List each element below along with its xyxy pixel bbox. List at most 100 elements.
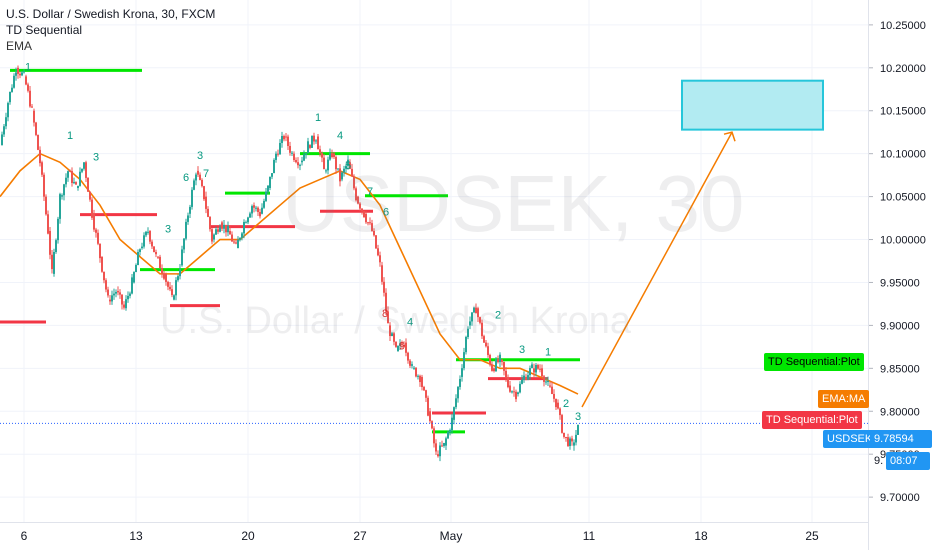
- candle-body: [293, 153, 295, 161]
- candle-body: [103, 271, 105, 281]
- candle-body: [163, 273, 165, 279]
- candle-body: [47, 214, 49, 234]
- candle-body: [361, 208, 363, 212]
- candle-body: [545, 381, 547, 383]
- td-count-label: 7: [367, 186, 373, 198]
- td-count-label: 5: [345, 160, 351, 172]
- candle-body: [217, 229, 219, 232]
- candle-body: [333, 153, 335, 158]
- candle-body: [367, 222, 369, 224]
- candle-body: [445, 438, 447, 446]
- candle-body: [387, 311, 389, 324]
- candle-body: [13, 75, 15, 88]
- candle-body: [5, 117, 7, 127]
- candle-body: [125, 299, 127, 309]
- x-tick-label: May: [440, 529, 463, 543]
- projection-target-box: [681, 79, 824, 131]
- y-tick-label: 9.85000: [880, 363, 920, 375]
- candle-body: [215, 229, 217, 235]
- y-tick-label: 9.95000: [880, 277, 920, 289]
- price-axis[interactable]: [868, 0, 932, 550]
- candle-body: [433, 428, 435, 444]
- candle-body: [439, 445, 441, 457]
- candle-body: [337, 168, 339, 170]
- candle-body: [27, 84, 29, 91]
- candle-body: [205, 196, 207, 209]
- candle-body: [469, 321, 471, 326]
- candle-body: [209, 216, 211, 230]
- candle-body: [411, 364, 413, 366]
- legend-title[interactable]: U.S. Dollar / Swedish Krona, 30, FXCM: [6, 7, 216, 21]
- candle-body: [261, 207, 263, 214]
- candle-body: [255, 207, 257, 209]
- candle-body: [271, 173, 273, 177]
- candle-body: [369, 222, 371, 224]
- candle-body: [15, 72, 17, 76]
- td-count-label: 1: [67, 130, 73, 142]
- chart-legend[interactable]: U.S. Dollar / Swedish Krona, 30, FXCM TD…: [6, 6, 215, 54]
- td-red-plot-tag: TD Sequential:Plot: [762, 411, 862, 429]
- candle-body: [233, 241, 235, 243]
- candle-body: [287, 136, 289, 146]
- candle-body: [61, 195, 63, 197]
- candle-body: [517, 392, 519, 395]
- candle-body: [417, 375, 419, 377]
- td-count-label: 7: [203, 168, 209, 180]
- candle-body: [345, 165, 347, 169]
- time-axis[interactable]: [0, 522, 868, 550]
- candle-body: [41, 162, 43, 175]
- td-count-label: 3: [93, 152, 99, 164]
- candle-body: [145, 231, 147, 236]
- candle-body: [193, 180, 195, 190]
- candle-body: [401, 343, 403, 346]
- candle-body: [173, 295, 175, 300]
- candle-body: [277, 153, 279, 155]
- candle-body: [191, 189, 193, 207]
- candle-body: [289, 145, 291, 153]
- candle-body: [449, 429, 451, 433]
- candle-body: [65, 177, 67, 185]
- legend-indicator-td[interactable]: TD Sequential: [6, 23, 83, 37]
- candle-body: [527, 375, 529, 380]
- candle-body: [175, 280, 177, 296]
- candle-body: [335, 157, 337, 170]
- candle-body: [263, 200, 265, 208]
- candle-body: [181, 249, 183, 266]
- candle-body: [161, 268, 163, 274]
- candle-body: [375, 235, 377, 249]
- candle-body: [189, 206, 191, 214]
- candle-body: [211, 229, 213, 242]
- y-tick-label: 10.00000: [880, 235, 926, 247]
- projection-arrow-head: [723, 131, 736, 142]
- candle-body: [81, 168, 83, 172]
- candle-body: [25, 76, 27, 85]
- candle-body: [577, 424, 579, 435]
- td-count-label: 4: [337, 130, 343, 142]
- candle-body: [51, 254, 53, 270]
- candle-body: [313, 135, 315, 142]
- candle-body: [29, 90, 31, 107]
- candle-body: [267, 185, 269, 192]
- candle-body: [573, 442, 575, 446]
- projection-arrow-line: [581, 131, 733, 408]
- candle-body: [383, 281, 385, 293]
- candle-body: [331, 153, 333, 158]
- candle-body: [225, 224, 227, 233]
- candle-body: [561, 415, 563, 433]
- candle-body: [533, 368, 535, 373]
- td-count-label: 9: [399, 340, 405, 352]
- legend-indicator-ema[interactable]: EMA: [6, 39, 33, 53]
- td-count-label: 2: [495, 310, 501, 322]
- candle-body: [93, 213, 95, 230]
- projection-drawing[interactable]: [581, 79, 824, 408]
- candle-body: [467, 328, 469, 338]
- candle-body: [89, 191, 91, 200]
- candle-body: [351, 168, 353, 177]
- candle-body: [565, 437, 567, 439]
- candle-body: [395, 341, 397, 347]
- candle-body: [427, 397, 429, 416]
- candle-body: [137, 251, 139, 266]
- candle-body: [45, 196, 47, 215]
- y-tick-label: 10.20000: [880, 63, 926, 75]
